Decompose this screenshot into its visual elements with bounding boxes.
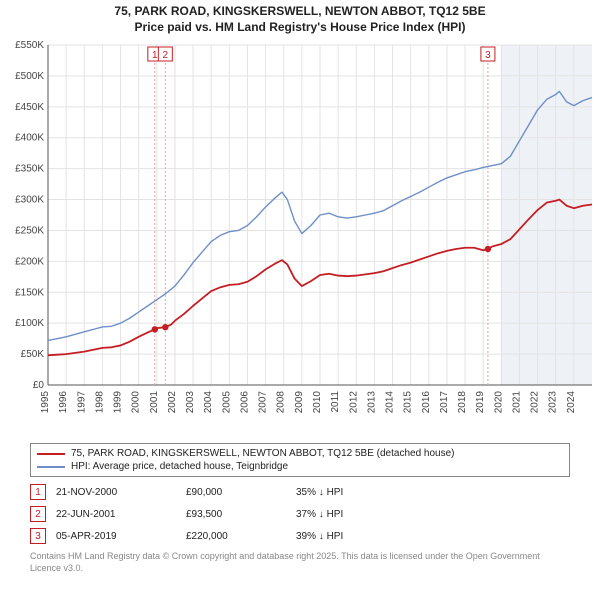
svg-text:1999: 1999 xyxy=(113,391,124,414)
chart-svg: 12 3 £0 £50K £100K £150K £200K £250K £300K £350K £… xyxy=(0,37,600,437)
table-row: 2 22-JUN-2001 £93,500 37% ↓ HPI xyxy=(30,503,570,525)
svg-text:1998: 1998 xyxy=(94,391,105,414)
svg-text:£350K: £350K xyxy=(15,164,44,175)
svg-text:£150K: £150K xyxy=(15,287,44,298)
svg-text:£200K: £200K xyxy=(15,257,44,268)
transaction-hpi: 35% ↓ HPI xyxy=(296,487,416,498)
svg-text:2015: 2015 xyxy=(403,391,414,414)
legend-label-hpi: HPI: Average price, detached house, Teig… xyxy=(71,461,288,472)
svg-text:2016: 2016 xyxy=(421,391,432,414)
svg-text:2019: 2019 xyxy=(475,391,486,414)
svg-text:2009: 2009 xyxy=(294,391,305,414)
svg-text:£100K: £100K xyxy=(15,318,44,329)
chart-container: 75, PARK ROAD, KINGSKERSWELL, NEWTON ABB… xyxy=(0,0,600,575)
transaction-date: 21-NOV-2000 xyxy=(56,487,176,498)
transaction-marker-1: 1 xyxy=(30,484,46,500)
svg-text:1995: 1995 xyxy=(40,391,51,414)
transactions-table: 1 21-NOV-2000 £90,000 35% ↓ HPI 2 22-JUN… xyxy=(30,481,570,547)
svg-text:2: 2 xyxy=(163,50,169,61)
transaction-price: £90,000 xyxy=(186,487,286,498)
transaction-hpi: 37% ↓ HPI xyxy=(296,509,416,520)
legend: 75, PARK ROAD, KINGSKERSWELL, NEWTON ABB… xyxy=(30,443,570,477)
svg-text:£450K: £450K xyxy=(15,102,44,113)
svg-text:2000: 2000 xyxy=(131,391,142,414)
transaction-marker-2: 2 xyxy=(30,506,46,522)
svg-text:2023: 2023 xyxy=(548,391,559,414)
svg-text:£500K: £500K xyxy=(15,71,44,82)
svg-text:2017: 2017 xyxy=(439,391,450,414)
svg-text:2001: 2001 xyxy=(149,391,160,414)
transaction-price: £220,000 xyxy=(186,531,286,542)
transaction-date: 22-JUN-2001 xyxy=(56,509,176,520)
title-line-2: Price paid vs. HM Land Registry's House … xyxy=(0,20,600,36)
svg-text:£0: £0 xyxy=(33,380,45,391)
svg-text:1996: 1996 xyxy=(58,391,69,414)
chart-area: 12 3 £0 £50K £100K £150K £200K £250K £300K £350K £… xyxy=(0,37,600,437)
legend-item-price-paid: 75, PARK ROAD, KINGSKERSWELL, NEWTON ABB… xyxy=(37,447,563,460)
legend-item-hpi: HPI: Average price, detached house, Teig… xyxy=(37,460,563,473)
svg-text:2018: 2018 xyxy=(457,391,468,414)
svg-text:2022: 2022 xyxy=(530,391,541,414)
svg-text:2010: 2010 xyxy=(312,391,323,414)
svg-text:2011: 2011 xyxy=(330,391,341,413)
svg-text:2004: 2004 xyxy=(203,391,214,414)
table-row: 1 21-NOV-2000 £90,000 35% ↓ HPI xyxy=(30,481,570,503)
svg-text:3: 3 xyxy=(485,50,491,61)
svg-text:2021: 2021 xyxy=(511,391,522,414)
svg-text:2005: 2005 xyxy=(221,391,232,414)
transaction-hpi: 39% ↓ HPI xyxy=(296,531,416,542)
svg-text:2007: 2007 xyxy=(258,391,269,414)
title-block: 75, PARK ROAD, KINGSKERSWELL, NEWTON ABB… xyxy=(0,0,600,37)
svg-text:2014: 2014 xyxy=(385,391,396,414)
svg-text:2008: 2008 xyxy=(276,391,287,414)
svg-text:2002: 2002 xyxy=(167,391,178,414)
svg-text:2020: 2020 xyxy=(493,391,504,414)
legend-swatch-hpi xyxy=(37,466,65,468)
svg-text:£50K: £50K xyxy=(21,349,45,360)
legend-label-price-paid: 75, PARK ROAD, KINGSKERSWELL, NEWTON ABB… xyxy=(71,448,454,459)
svg-text:2013: 2013 xyxy=(366,391,377,414)
svg-text:2003: 2003 xyxy=(185,391,196,414)
title-line-1: 75, PARK ROAD, KINGSKERSWELL, NEWTON ABB… xyxy=(0,4,600,20)
svg-text:2006: 2006 xyxy=(239,391,250,414)
svg-text:1: 1 xyxy=(152,50,158,61)
svg-text:£400K: £400K xyxy=(15,133,44,144)
legend-swatch-price-paid xyxy=(37,453,65,455)
table-row: 3 05-APR-2019 £220,000 39% ↓ HPI xyxy=(30,525,570,547)
svg-text:2024: 2024 xyxy=(566,391,577,414)
svg-text:£550K: £550K xyxy=(15,40,44,51)
transaction-date: 05-APR-2019 xyxy=(56,531,176,542)
svg-text:£250K: £250K xyxy=(15,226,44,237)
svg-text:£300K: £300K xyxy=(15,195,44,206)
svg-text:1997: 1997 xyxy=(76,391,87,414)
footnote: Contains HM Land Registry data © Crown c… xyxy=(30,551,570,574)
transaction-price: £93,500 xyxy=(186,509,286,520)
transaction-marker-3: 3 xyxy=(30,528,46,544)
svg-text:2012: 2012 xyxy=(348,391,359,414)
